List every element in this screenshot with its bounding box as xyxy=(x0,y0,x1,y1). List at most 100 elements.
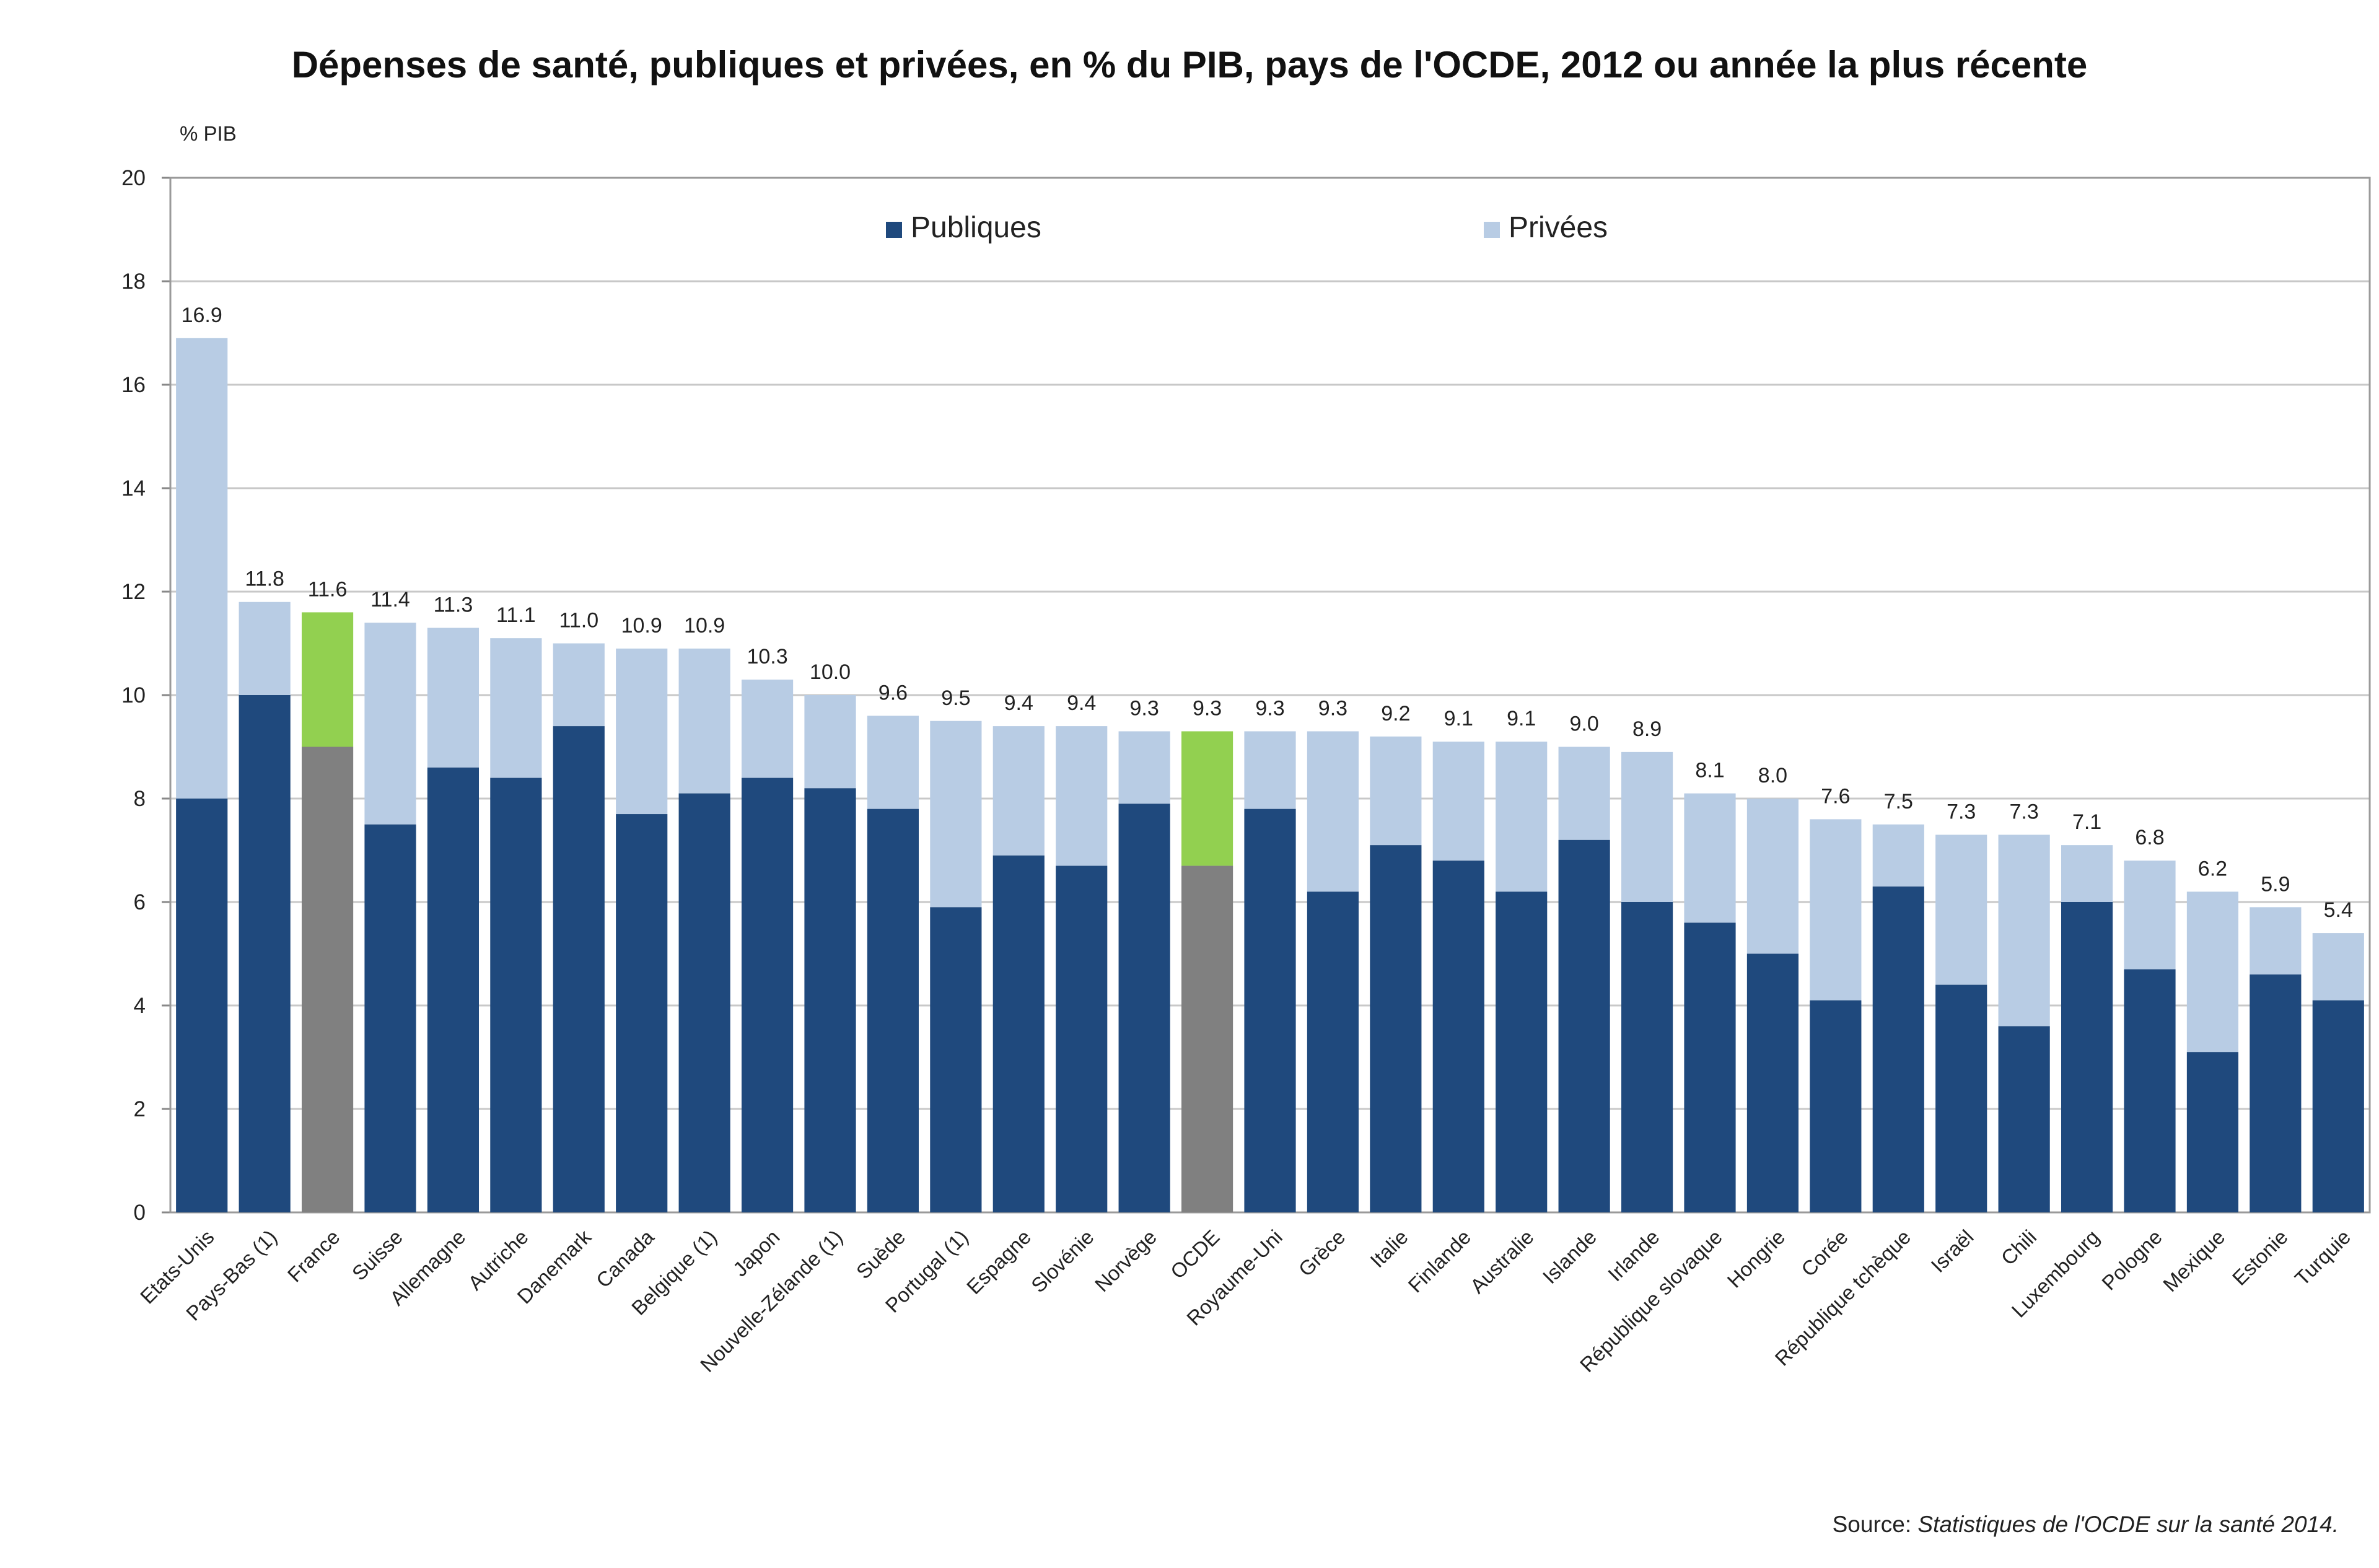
source-title: Statistiques de l'OCDE sur la santé 2014… xyxy=(1917,1512,2339,1537)
x-tick-label: Italie xyxy=(1365,1225,1412,1272)
bar-segment-privees xyxy=(2312,933,2364,1001)
data-label: 9.2 xyxy=(1381,702,1410,725)
bar-segment-publiques xyxy=(1558,839,1610,1212)
bar-segment-publiques xyxy=(1935,984,1987,1212)
data-label: 9.6 xyxy=(878,681,908,704)
x-tick-label: Pologne xyxy=(2097,1225,2167,1295)
bar-segment-privees xyxy=(1244,731,1296,809)
bar-segment-privees xyxy=(1056,726,1108,866)
bar-segment-privees xyxy=(1935,834,1987,985)
bar-segment-privees xyxy=(239,602,291,695)
data-label: 11.4 xyxy=(370,588,410,611)
x-tick-label: Hongrie xyxy=(1722,1225,1789,1292)
data-label: 11.3 xyxy=(434,593,473,616)
data-label: 6.2 xyxy=(2198,857,2227,880)
x-tick-label: Japon xyxy=(729,1225,784,1281)
bar-segment-privees xyxy=(553,643,605,727)
bar-segment-privees xyxy=(1998,834,2050,1027)
y-tick-label: 8 xyxy=(134,787,146,811)
x-tick-label: Israël xyxy=(1926,1225,1978,1277)
bar-segment-publiques xyxy=(2312,1000,2364,1212)
bar-segment-publiques xyxy=(2186,1052,2239,1212)
bar-segment-privees xyxy=(1181,731,1233,866)
legend-item-publiques-label: Publiques xyxy=(911,211,1041,244)
bar-segment-privees xyxy=(678,648,730,794)
y-tick-label: 14 xyxy=(121,476,146,501)
data-label: 9.0 xyxy=(1570,712,1599,736)
bar-segment-privees xyxy=(364,623,416,825)
legend-item-publiques-swatch xyxy=(886,222,902,238)
x-tick-label: Corée xyxy=(1797,1225,1852,1281)
bar-segment-privees xyxy=(1684,793,1736,923)
bar-segment-publiques xyxy=(1496,891,1548,1212)
x-tick-label: Slovénie xyxy=(1027,1225,1098,1297)
x-tick-label: Finlande xyxy=(1404,1225,1476,1297)
bar-segment-privees xyxy=(1872,824,1924,887)
data-label: 9.1 xyxy=(1507,707,1536,730)
bar-segment-privees xyxy=(741,679,794,778)
x-tick-label: Australie xyxy=(1466,1225,1538,1298)
x-tick-label: Mexique xyxy=(2158,1225,2229,1296)
bar-segment-privees xyxy=(804,695,856,789)
bar-segment-publiques xyxy=(1370,845,1422,1212)
bar-segment-publiques xyxy=(1244,808,1296,1212)
x-tick-label: Grèce xyxy=(1294,1225,1350,1281)
data-label: 11.8 xyxy=(245,567,284,591)
data-label: 7.1 xyxy=(2072,810,2101,834)
y-tick-label: 10 xyxy=(121,683,146,707)
bar-segment-publiques xyxy=(616,814,668,1212)
data-label: 9.4 xyxy=(1004,691,1033,715)
bar-segment-publiques xyxy=(992,855,1045,1212)
bar-segment-privees xyxy=(930,720,982,908)
x-tick-label: France xyxy=(283,1225,344,1287)
bar-segment-publiques xyxy=(1432,861,1484,1212)
y-tick-label: 0 xyxy=(134,1201,146,1225)
data-label: 8.9 xyxy=(1632,717,1662,741)
data-label: 9.4 xyxy=(1067,691,1096,715)
bar-segment-publiques xyxy=(930,907,982,1212)
bar-segment-privees xyxy=(2186,891,2239,1053)
legend-item-privees-label: Privées xyxy=(1509,211,1608,244)
bar-segment-privees xyxy=(992,726,1045,856)
bar-segment-publiques xyxy=(553,726,605,1212)
y-tick-label: 12 xyxy=(121,580,146,604)
y-tick-label: 16 xyxy=(121,373,146,397)
bar-segment-privees xyxy=(2061,845,2113,902)
bar-segment-publiques xyxy=(867,808,919,1212)
bar-segment-privees xyxy=(1370,736,1422,846)
x-tick-label: Islande xyxy=(1538,1225,1601,1288)
y-tick-label: 20 xyxy=(121,166,146,190)
legend-item-privees-swatch xyxy=(1484,222,1500,238)
bar-segment-publiques xyxy=(239,695,291,1212)
bar-segment-privees xyxy=(867,716,919,809)
bar-segment-privees xyxy=(1558,747,1610,840)
bar-segment-privees xyxy=(616,648,668,815)
bar-segment-publiques xyxy=(427,767,480,1212)
bar-segment-privees xyxy=(1118,731,1170,804)
bar-segment-publiques xyxy=(490,777,542,1212)
data-label: 5.4 xyxy=(2324,898,2353,922)
bar-segment-publiques xyxy=(1307,891,1359,1212)
y-axis-unit-label: % PIB xyxy=(180,122,237,145)
bar-segment-privees xyxy=(2250,907,2302,975)
x-tick-label: Chili xyxy=(1997,1225,2041,1270)
bar-segment-publiques xyxy=(1998,1026,2050,1212)
data-label: 10.9 xyxy=(684,614,725,637)
bar-segment-publiques xyxy=(1118,804,1170,1212)
data-label: 8.1 xyxy=(1695,759,1724,782)
bar-segment-publiques xyxy=(1621,902,1673,1212)
data-label: 9.1 xyxy=(1444,707,1473,730)
bar-segment-privees xyxy=(1746,799,1799,954)
bar-segment-privees xyxy=(1621,751,1673,902)
data-label: 11.0 xyxy=(559,609,598,633)
data-label: 11.1 xyxy=(496,603,536,627)
chart-title: Dépenses de santé, publiques et privées,… xyxy=(291,44,2088,85)
bar-segment-publiques xyxy=(364,824,416,1212)
data-label: 10.9 xyxy=(621,614,662,637)
bar-segment-privees xyxy=(301,612,354,747)
y-tick-label: 4 xyxy=(134,994,146,1018)
data-label: 7.3 xyxy=(2010,800,2039,823)
x-tick-label: Estonie xyxy=(2228,1225,2292,1290)
bar-segment-publiques xyxy=(1746,953,1799,1212)
bar-segment-publiques xyxy=(1056,865,1108,1212)
